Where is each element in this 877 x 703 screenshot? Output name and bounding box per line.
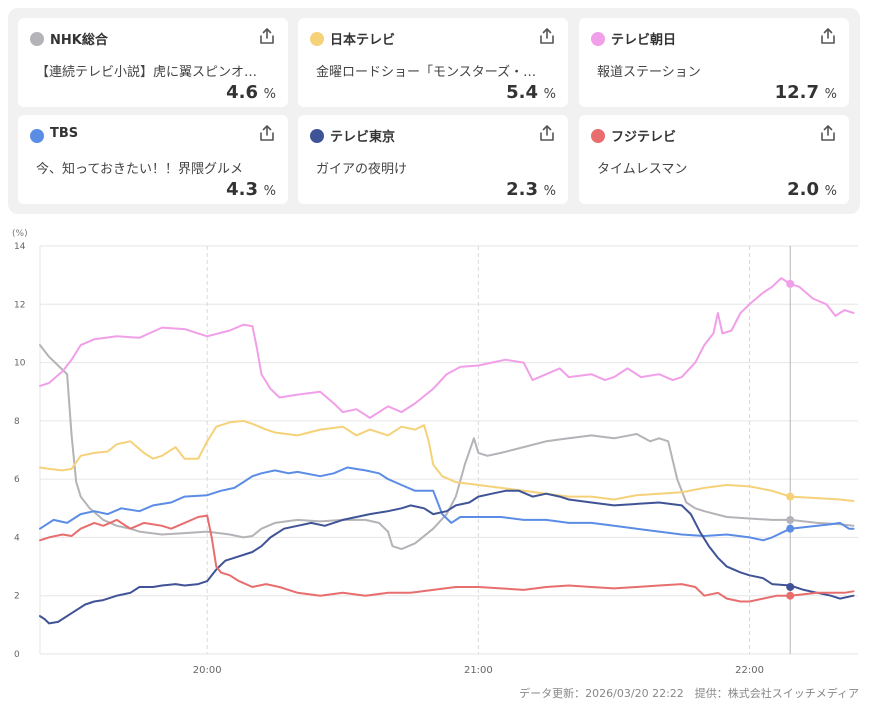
y-tick-label: 6	[14, 475, 20, 485]
station-cards-panel: NHK総合 【連続テレビ小説】虎に翼スピンオ… 4.6 % 日本テレビ 金曜ロー…	[8, 8, 860, 214]
series-line	[39, 277, 855, 419]
station-color-dot	[310, 129, 324, 143]
series-marker	[786, 492, 795, 501]
station-card[interactable]: NHK総合 【連続テレビ小説】虎に翼スピンオ… 4.6 %	[18, 18, 288, 107]
rating-unit: %	[263, 184, 276, 199]
x-tick-label: 20:00	[193, 665, 222, 676]
program-title: 報道ステーション	[597, 65, 701, 80]
program-title: タイムレスマン	[597, 162, 688, 177]
series-line	[39, 489, 855, 625]
program-title: 【連続テレビ小説】虎に翼スピンオ…	[36, 65, 258, 80]
rating-unit: %	[824, 184, 837, 199]
series-marker	[786, 515, 795, 524]
share-icon[interactable]	[819, 27, 837, 45]
y-tick-label: 0	[14, 650, 20, 660]
y-axis-unit-label: (%)	[12, 229, 28, 239]
y-tick-label: 10	[14, 359, 26, 369]
rating-unit: %	[824, 87, 837, 102]
rating-line-chart[interactable]: (%) 0 2 4 6 8 10 12 14 20:00 21:00 22:00	[0, 222, 877, 682]
rating-unit: %	[263, 87, 276, 102]
series-marker	[786, 279, 795, 288]
station-name: TBS	[50, 126, 79, 141]
x-tick-label: 22:00	[735, 665, 764, 676]
rating-value: 2.3	[506, 179, 538, 200]
station-card[interactable]: テレビ東京 ガイアの夜明け 2.3 %	[298, 115, 568, 204]
data-update-footer: データ更新：2026/03/20 22:22 提供：株式会社スイッチメディア	[519, 687, 859, 700]
station-card[interactable]: TBS 今、知っておきたい！！界隈グルメ 4.3 %	[18, 115, 288, 204]
station-color-dot	[30, 129, 44, 143]
rating-value: 2.0	[787, 179, 819, 200]
rating-value: 5.4	[506, 82, 538, 103]
station-card[interactable]: 日本テレビ 金曜ロードショー「モンスターズ・… 5.4 %	[298, 18, 568, 107]
share-icon[interactable]	[538, 124, 556, 142]
series-line	[39, 466, 855, 542]
rating-unit: %	[543, 184, 556, 199]
y-tick-label: 2	[14, 592, 20, 602]
rating-value: 4.6	[226, 82, 258, 103]
program-title: ガイアの夜明け	[316, 162, 408, 177]
series-marker	[786, 582, 795, 591]
station-card[interactable]: フジテレビ タイムレスマン 2.0 %	[579, 115, 849, 204]
share-icon[interactable]	[258, 124, 276, 142]
series-marker	[786, 524, 795, 533]
station-card[interactable]: テレビ朝日 報道ステーション 12.7 %	[579, 18, 849, 107]
y-tick-label: 14	[14, 242, 26, 252]
rating-value: 4.3	[226, 179, 258, 200]
program-title: 今、知っておきたい！！界隈グルメ	[36, 162, 243, 177]
rating-value: 12.7	[774, 82, 819, 103]
series-marker	[786, 591, 795, 600]
program-title: 金曜ロードショー「モンスターズ・…	[316, 65, 537, 80]
series-line	[39, 344, 855, 551]
y-tick-label: 12	[14, 300, 25, 310]
station-color-dot	[30, 32, 44, 46]
share-icon[interactable]	[819, 124, 837, 142]
station-color-dot	[591, 32, 605, 46]
station-name: テレビ東京	[330, 130, 396, 145]
series-line	[39, 514, 855, 603]
y-tick-label: 8	[14, 417, 20, 427]
station-name: フジテレビ	[611, 130, 677, 145]
rating-unit: %	[543, 87, 556, 102]
share-icon[interactable]	[258, 27, 276, 45]
station-color-dot	[310, 32, 324, 46]
share-icon[interactable]	[538, 27, 556, 45]
x-tick-label: 21:00	[464, 665, 493, 676]
y-tick-label: 4	[14, 533, 20, 543]
station-color-dot	[591, 129, 605, 143]
station-name: テレビ朝日	[611, 33, 677, 48]
series-line	[39, 419, 855, 502]
station-name: NHK総合	[50, 33, 108, 48]
station-name: 日本テレビ	[330, 33, 396, 48]
